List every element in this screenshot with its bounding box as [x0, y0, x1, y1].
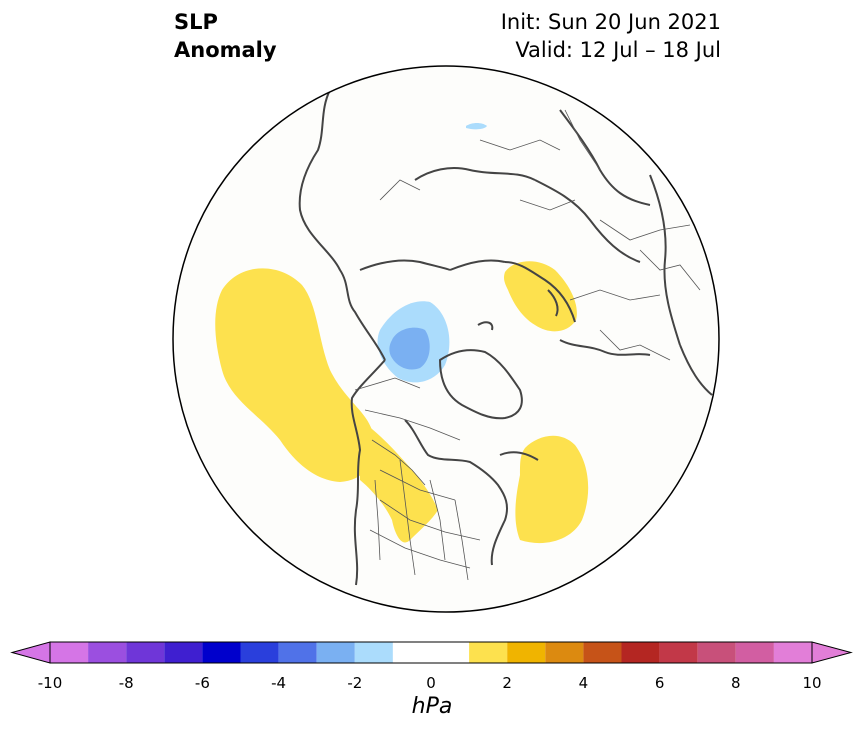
title-variable: SLP	[174, 10, 218, 34]
colorbar-extend-min	[10, 641, 51, 664]
colorbar-segments	[10, 641, 853, 664]
colorbar-segment	[278, 642, 317, 663]
colorbar-tick-label: -6	[194, 674, 210, 692]
north-atlantic-high	[515, 435, 589, 544]
central-north-america-high	[360, 420, 438, 543]
scandinavia-high	[504, 261, 577, 332]
colorbar-tick-label: -2	[347, 674, 363, 692]
colorbar-segment	[621, 642, 660, 663]
colorbar-segment	[50, 642, 89, 663]
coastlines	[298, 89, 713, 586]
colorbar-segment	[583, 642, 622, 663]
colorbar-tick-label: -4	[271, 674, 287, 692]
colorbar-segment	[735, 642, 774, 663]
colorbar-segment	[240, 642, 279, 663]
map-boundary	[172, 65, 720, 613]
colorbar-frame	[49, 641, 813, 664]
colorbar-segment	[469, 642, 508, 663]
colorbar-unit: hPa	[411, 694, 453, 719]
colorbar-extend-max	[811, 641, 853, 664]
beaufort-sea-low-core	[389, 327, 430, 370]
title-type: Anomaly	[174, 38, 277, 62]
colorbar-segment	[164, 642, 203, 663]
colorbar	[10, 641, 853, 664]
title-left: SLP Anomaly	[174, 8, 277, 64]
colorbar-segment	[354, 642, 393, 663]
init-date: Init: Sun 20 Jun 2021	[500, 10, 721, 34]
colorbar-segment	[545, 642, 584, 663]
colorbar-tick-label: 6	[654, 674, 665, 692]
colorbar-segment	[659, 642, 698, 663]
colorbar-tick-label: 8	[731, 674, 741, 692]
title-right: Init: Sun 20 Jun 2021 Valid: 12 Jul – 18…	[501, 8, 721, 64]
colorbar-segment	[697, 642, 736, 663]
valid-range: Valid: 12 Jul – 18 Jul	[515, 38, 721, 62]
colorbar-segment	[126, 642, 165, 663]
colorbar-tick-label: 2	[502, 674, 512, 692]
colorbar-tick-label: 10	[802, 674, 822, 692]
polar-map	[172, 65, 720, 613]
east-siberia-low	[466, 123, 487, 130]
colorbar-segment	[316, 642, 355, 663]
colorbar-tick-label: 0	[426, 674, 436, 692]
borders	[354, 109, 701, 581]
colorbar-segment	[202, 642, 241, 663]
colorbar-segment	[507, 642, 546, 663]
colorbar-tick-label: -10	[37, 674, 63, 692]
colorbar-segment	[88, 642, 127, 663]
colorbar-tick-label: -8	[118, 674, 134, 692]
colorbar-segment	[773, 642, 812, 663]
north-pacific-high	[215, 268, 374, 482]
colorbar-segment	[392, 642, 470, 663]
colorbar-tick-label: 4	[578, 674, 589, 692]
